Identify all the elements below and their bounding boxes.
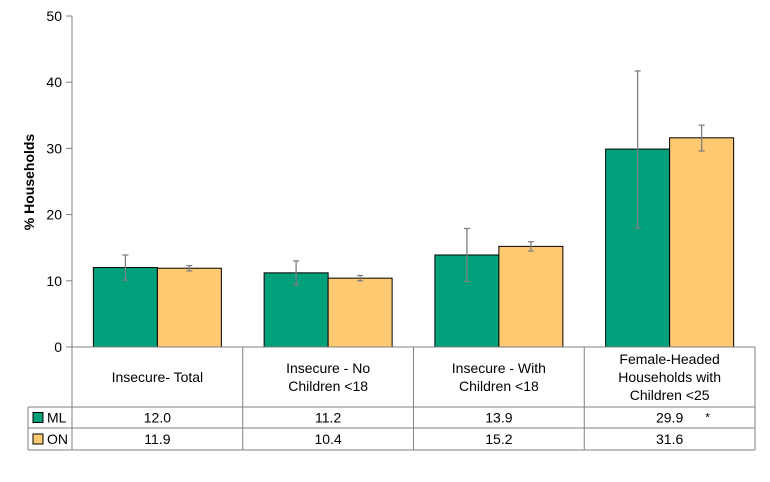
legend-swatch-ml — [32, 412, 44, 423]
category-label: Children <25 — [630, 387, 710, 403]
data-label: 29.9 — [656, 410, 683, 426]
y-axis: 0 10 20 30 40 50 — [46, 8, 73, 355]
legend-swatch-on — [32, 433, 44, 445]
y-axis-label: % Households — [21, 134, 37, 231]
data-label: 11.9 — [144, 431, 170, 447]
data-label: 11.2 — [315, 410, 341, 426]
category-label: Insecure - With — [452, 360, 546, 376]
bar-on-1 — [327, 277, 393, 348]
legend-label-on: ON — [47, 431, 68, 447]
y-tick-label: 50 — [46, 8, 62, 24]
bar-on-3 — [669, 137, 735, 348]
data-label: 13.9 — [485, 410, 512, 426]
y-tick-label: 0 — [54, 339, 62, 355]
category-label: Insecure- Total — [112, 369, 204, 385]
data-label: 12.0 — [144, 410, 171, 426]
data-label: 10.4 — [315, 431, 342, 447]
category-label: Female-Headed — [619, 351, 719, 367]
data-label: 15.2 — [485, 431, 512, 447]
category-label: Children <18 — [459, 378, 539, 394]
category-label: Children <18 — [288, 378, 368, 394]
y-tick-label: 30 — [46, 140, 62, 156]
category-label: Households with — [618, 369, 721, 385]
y-tick-label: 40 — [46, 74, 62, 90]
bar-on-2 — [498, 245, 564, 348]
legend-label-ml: ML — [47, 410, 67, 426]
error-bars — [122, 70, 705, 286]
bar-on-0 — [156, 267, 222, 348]
category-label: Insecure - No — [286, 360, 370, 376]
y-tick-label: 10 — [46, 273, 62, 289]
y-tick-label: 20 — [46, 207, 62, 223]
significance-marker: * — [705, 411, 710, 425]
data-label: 31.6 — [656, 431, 683, 447]
data-table: Insecure- Total Insecure - No Children <18… — [27, 346, 756, 451]
